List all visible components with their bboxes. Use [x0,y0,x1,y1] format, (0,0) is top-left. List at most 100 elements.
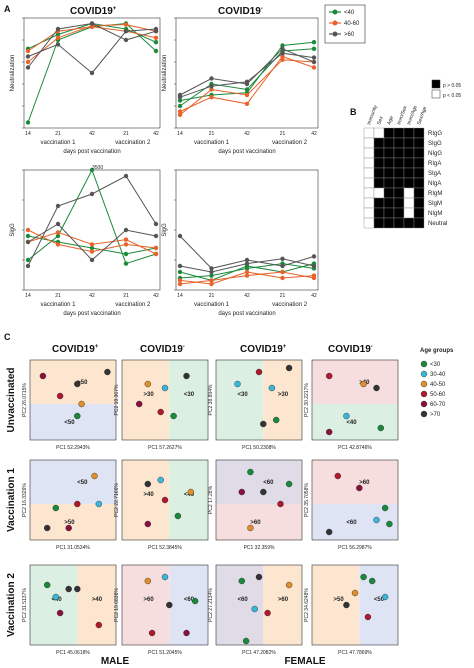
b-cell-3-2 [383,157,395,169]
c-region-4-1: >50 [64,520,75,526]
a-point-0-2-3 [123,22,129,27]
b-cell-2-1 [373,147,385,159]
a-legend: <40 40-60 >60 [324,4,366,44]
a-point-1-5-2 [244,79,250,85]
c-point-8-2 [65,585,72,593]
c-plot-6: <60 >60 PC1 32.359% PC2 17.28% [208,459,303,551]
b-cell-2-5 [413,147,425,159]
c-plot-5: >40 <40 PC1 52.3845% PC2 22.7166% [114,459,209,551]
c-point-2-0 [234,380,241,388]
c-age-swatch-0 [420,360,428,368]
b-col-1: Sex [376,115,385,126]
a-point-3-5-0 [177,263,183,269]
a-point-3-3-2 [244,269,250,275]
c-age-label-2: 40-50 [430,382,446,388]
b-cell-0-3 [393,127,405,139]
c-age-swatch-1 [420,370,428,378]
c-region-0-0: >50 [77,380,88,386]
a-xtick-2-3: 21 [123,293,129,299]
a-point-3-3-1 [209,281,214,287]
c-plot-7: >60 <60 PC1 56.2987% PC2 35.7058% [304,459,399,551]
c-point-8-5 [56,609,64,617]
panel-label-b: B [350,107,357,117]
c-point-0-1 [74,380,81,388]
c-ylabel-8: PC2 31.5137% [22,588,28,622]
a-point-0-3-0 [25,48,31,54]
c-xlabel-5: PC1 52.3845% [148,545,182,551]
a-point-3-1-2 [244,266,250,271]
a-point-2-0-1 [55,233,61,239]
c-point-6-0 [247,468,254,476]
c-point-1-3 [170,412,177,420]
b-cell-3-0 [363,157,375,169]
b-row-7: SIgM [428,201,442,207]
b-row-6: RIgM [428,191,442,197]
a-point-3-0-0 [177,269,183,275]
a-point-3-3-3 [280,275,285,281]
c-row-title-1: Vaccination 1 [6,468,17,532]
c-age-title: Age groups [420,348,454,354]
c-point-5-3 [174,512,182,520]
c-col-title-0: COVID19+ [52,344,99,355]
a-point-1-5-1 [209,84,214,89]
c-point-2-4 [273,416,280,424]
a-point-1-1-0 [177,103,183,109]
b-row-1: SIgG [428,141,442,147]
a-point-3-5-3 [280,256,285,261]
b-cell-7-5 [413,197,425,209]
c-point-8-0 [44,581,51,589]
a-xtick-0-0: 14 [25,131,31,137]
c-plot-9: >60 <60 PC1 51.2045% PC2 19.6838% [114,564,209,656]
b-cell-2-3 [393,147,405,159]
a-xtick-2-4: 42 [153,293,159,299]
c-col-title-2: COVID19+ [240,344,287,355]
c-ylabel-5: PC2 22.7166% [114,483,120,517]
c-ylabel-0: PC2 26.0715% [22,383,28,417]
a-point-2-5-0 [25,239,31,245]
a-ylabel-1: Neutralization [162,55,168,92]
c-region-5-0: >40 [144,492,155,498]
c-point-10-1 [255,573,263,581]
a-point-2-5-1 [55,221,61,227]
b-cell-9-0 [363,217,375,229]
panel-a-plots: Neutralization 14 21 42 21 42 vaccination 1 vac… [10,17,319,317]
a-title-neg: COVID19- [218,6,263,17]
a-point-3-4-4 [311,254,317,259]
a-xtick-1-3: 21 [280,131,286,137]
c-region-10-0: <60 [238,597,249,603]
b-cell-5-3 [393,177,405,189]
c-point-0-2 [78,400,85,408]
a-xtick-3-0: 14 [177,293,183,299]
c-age-label-5: >70 [430,412,441,418]
a-xlabel-2: days post vaccination [63,311,120,317]
a-point-3-2-1 [209,278,214,283]
b-cell-5-0 [363,177,375,189]
b-cell-3-4 [403,157,415,169]
c-age-label-4: 60-70 [430,402,446,408]
a-xtick-1-0: 14 [177,131,183,137]
c-ylabel-6: PC2 17.28% [208,485,214,514]
c-point-7-2 [381,504,389,512]
c-xlabel-0: PC1 52.2943% [56,445,90,451]
c-point-4-5 [65,524,72,532]
b-legend-swatch-1 [431,89,441,99]
c-point-4-2 [95,500,103,508]
a-point-0-5-3 [123,37,129,43]
a-xtick-2-0: 14 [25,293,31,299]
a-point-1-3-2 [244,92,250,98]
c-row-title-2: Vaccination 2 [6,573,17,637]
a-point-0-5-2 [89,21,95,26]
b-cell-6-2 [383,187,395,199]
c-region-9-1: <60 [184,597,195,603]
a-point-1-0-0 [177,98,183,103]
b-cell-2-4 [403,147,415,159]
c-sex-male: MALE [101,656,130,667]
a-ylabel-3: SlgG [162,223,168,237]
b-legend-0: p > 0.05 [443,83,461,89]
a-point-2-0-0 [25,257,31,263]
a-vacc1-1: vaccination 1 [194,140,230,146]
a-legend-2: >60 [344,32,355,38]
a-point-2-0-3 [123,261,129,266]
c-age-swatch-5 [420,410,428,418]
